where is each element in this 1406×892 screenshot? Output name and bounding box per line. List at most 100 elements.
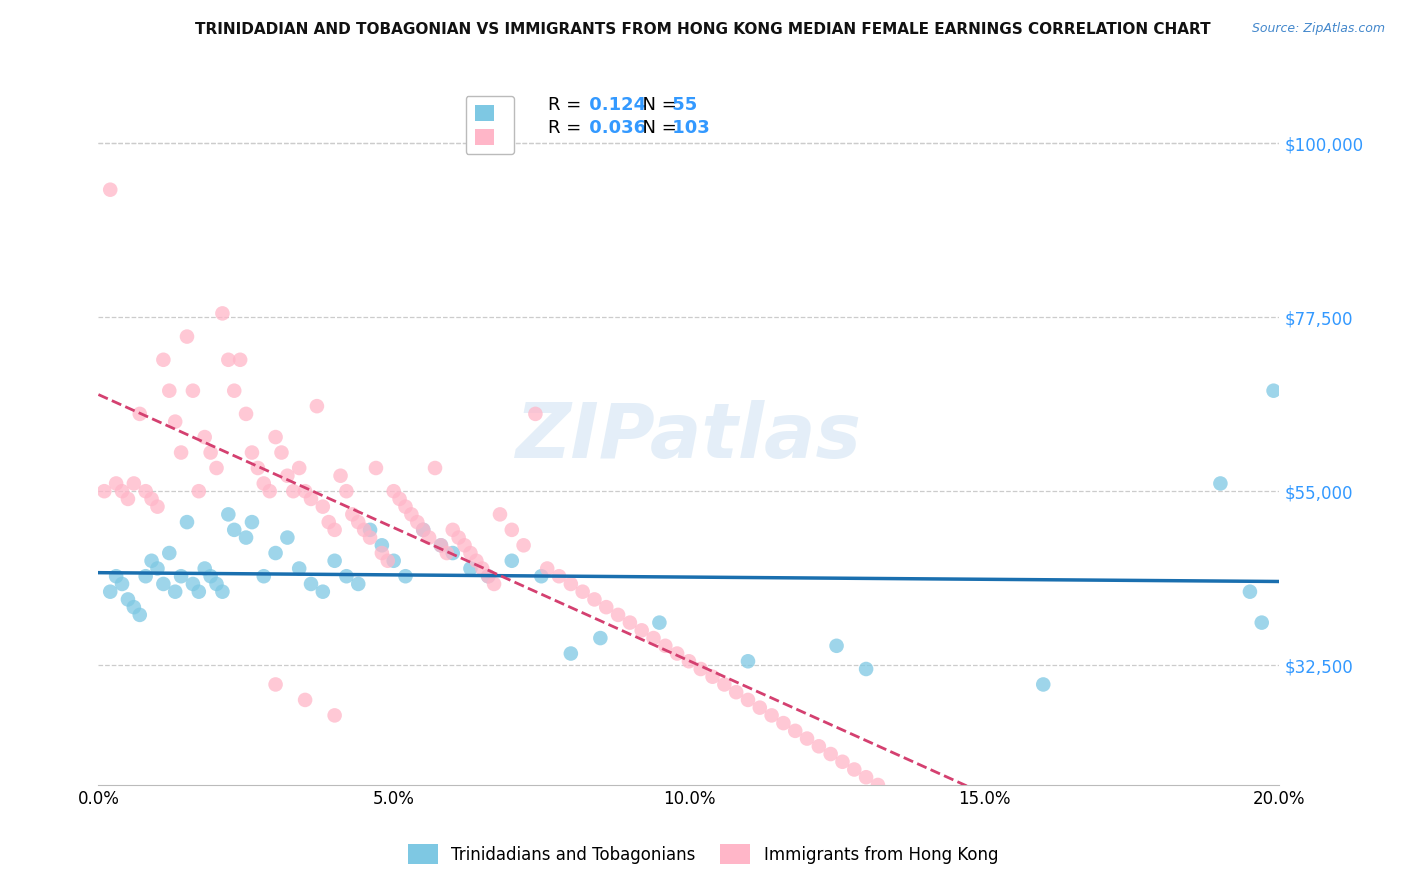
Point (364, 461, 387, 475)
Point (501, 554, 523, 568)
Point (406, 515, 429, 529)
Point (211, 306, 233, 320)
Point (377, 554, 399, 568)
Text: 0.124: 0.124 (583, 96, 647, 114)
Point (122, 600, 145, 615)
Point (135, 569, 157, 583)
Point (329, 468, 352, 483)
Point (460, 561, 482, 575)
Point (401, 508, 423, 522)
Point (418, 531, 440, 545)
Point (560, 647, 582, 661)
Point (702, 670, 724, 684)
Point (382, 484, 405, 499)
Point (501, 523, 523, 537)
Point (205, 577, 228, 591)
Point (524, 407, 547, 421)
Text: R =: R = (548, 96, 588, 114)
Point (176, 329, 198, 343)
Point (607, 607, 630, 622)
Point (211, 584, 233, 599)
Point (288, 561, 311, 575)
Point (666, 647, 689, 661)
Point (98, 584, 121, 599)
Point (359, 531, 381, 545)
Point (430, 538, 453, 552)
Point (619, 615, 641, 630)
Point (235, 407, 257, 421)
Point (796, 731, 818, 746)
Point (229, 352, 252, 367)
Text: ZIPatlas: ZIPatlas (516, 401, 862, 474)
Point (477, 569, 499, 583)
Point (187, 484, 209, 499)
Point (713, 677, 735, 691)
Point (482, 577, 505, 591)
Point (530, 569, 553, 583)
Point (371, 546, 394, 560)
Point (430, 538, 453, 552)
Point (122, 476, 145, 491)
Point (595, 600, 617, 615)
Point (276, 531, 298, 545)
Point (820, 747, 842, 761)
Point (761, 708, 783, 723)
Point (117, 592, 139, 607)
Point (224, 384, 246, 398)
Point (844, 763, 866, 777)
Point (353, 523, 375, 537)
Point (323, 554, 346, 568)
Text: Source: ZipAtlas.com: Source: ZipAtlas.com (1251, 22, 1385, 36)
Point (312, 584, 335, 599)
Point (283, 484, 305, 499)
Point (323, 523, 346, 537)
Point (246, 461, 269, 475)
Point (689, 662, 711, 676)
Point (737, 693, 759, 707)
Point (477, 569, 499, 583)
Point (187, 584, 209, 599)
Point (152, 352, 174, 367)
Point (141, 554, 163, 568)
Point (536, 561, 558, 575)
Point (194, 561, 217, 575)
Point (725, 685, 748, 699)
Point (141, 491, 163, 506)
Point (157, 384, 180, 398)
Point (152, 577, 174, 591)
Point (1250, 615, 1272, 630)
Point (489, 508, 512, 522)
Point (335, 484, 357, 499)
Point (270, 445, 292, 459)
Point (447, 531, 470, 545)
Point (217, 352, 239, 367)
Point (194, 430, 217, 444)
Point (205, 461, 228, 475)
Point (785, 723, 807, 738)
Point (471, 561, 494, 575)
Point (135, 484, 157, 499)
Point (855, 770, 877, 784)
Point (423, 461, 446, 475)
Point (176, 515, 198, 529)
Text: 0.036: 0.036 (583, 119, 647, 136)
Point (200, 569, 222, 583)
Legend: Trinidadians and Tobagonians, Immigrants from Hong Kong: Trinidadians and Tobagonians, Immigrants… (401, 838, 1005, 871)
Point (264, 677, 287, 691)
Point (117, 491, 139, 506)
Point (347, 515, 370, 529)
Point (111, 577, 134, 591)
Point (441, 523, 464, 537)
Point (146, 561, 169, 575)
Point (1263, 384, 1285, 398)
Point (394, 569, 416, 583)
Point (157, 546, 180, 560)
Text: N =: N = (631, 96, 683, 114)
Point (264, 430, 287, 444)
Point (93, 484, 115, 499)
Point (299, 577, 322, 591)
Point (288, 461, 311, 475)
Point (128, 607, 150, 622)
Point (807, 739, 830, 754)
Point (318, 515, 340, 529)
